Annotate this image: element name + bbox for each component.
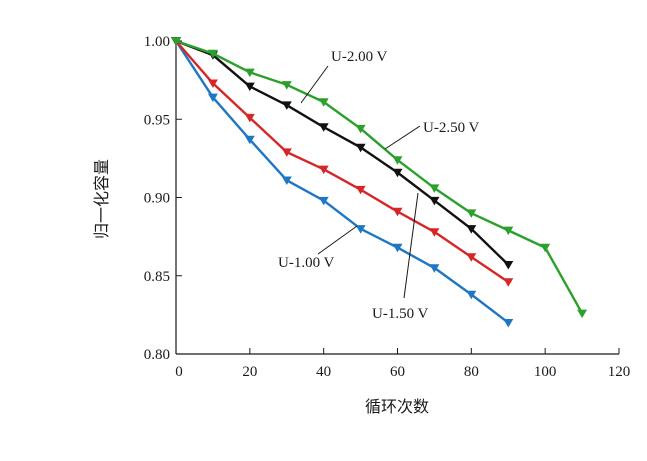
data-point-marker — [429, 184, 440, 193]
data-point-marker — [207, 79, 218, 88]
data-point-marker — [355, 143, 366, 153]
data-point-marker — [392, 207, 403, 217]
series-line — [175, 40, 509, 283]
series-u-1-00-v — [171, 37, 514, 328]
data-point-marker — [244, 113, 255, 123]
data-point-marker — [281, 101, 292, 110]
data-point-marker — [355, 225, 366, 234]
x-tick-label: 60 — [390, 364, 405, 380]
series-u-1-50-v — [171, 37, 514, 287]
series-label: U-2.00 V — [331, 49, 388, 65]
data-point-marker — [318, 98, 329, 107]
series-line — [175, 39, 584, 314]
y-tick-label: 0.90 — [144, 191, 170, 207]
axes: 0 20 40 60 80 100 120 0.80 0.85 0.90 0.95 1.00 — [144, 34, 631, 380]
data-point-marker — [503, 226, 514, 236]
series-label: U-2.50 V — [423, 120, 480, 136]
data-point-marker — [244, 135, 255, 145]
data-point-marker — [318, 123, 329, 132]
data-point-marker — [281, 148, 292, 157]
data-point-marker — [392, 156, 403, 165]
data-point-marker — [355, 124, 366, 134]
data-point-marker — [429, 196, 440, 206]
x-tick-label: 80 — [464, 364, 479, 380]
series-label-leader — [384, 125, 421, 150]
data-point-marker — [466, 290, 477, 300]
data-point-marker — [318, 196, 329, 206]
data-point-marker — [503, 319, 514, 328]
annotations: U-2.00 V U-2.50 V U-1.00 V U-1.50 V — [278, 49, 480, 322]
data-point-marker — [355, 185, 366, 195]
series-u-2-00-v — [171, 37, 514, 270]
series-line — [174, 40, 510, 324]
data-point-marker — [171, 37, 181, 46]
data-point-marker — [503, 278, 514, 287]
data-point-marker — [429, 264, 440, 273]
series-label-leader — [403, 192, 419, 299]
data-point-marker — [281, 176, 292, 185]
data-point-marker — [318, 165, 329, 175]
data-point-marker — [429, 228, 440, 237]
series-label: U-1.50 V — [372, 306, 429, 322]
data-point-marker — [577, 309, 588, 319]
y-tick-label: 0.85 — [144, 269, 170, 285]
x-tick-label: 0 — [175, 364, 183, 380]
series-line — [175, 39, 510, 266]
series-label-leader — [317, 225, 358, 255]
data-point-marker — [244, 82, 255, 92]
data-point-marker — [281, 81, 292, 90]
x-tick-label: 40 — [316, 364, 331, 380]
y-tick-label: 1.00 — [144, 34, 170, 50]
x-tick-label: 120 — [608, 364, 631, 380]
data-point-marker — [540, 243, 551, 253]
x-tick-label: 100 — [534, 364, 557, 380]
y-tick-label: 0.95 — [144, 112, 170, 128]
data-point-marker — [466, 225, 477, 234]
y-tick-label: 0.80 — [144, 347, 170, 363]
data-point-marker — [244, 68, 255, 78]
data-point-marker — [466, 253, 477, 262]
data-point-marker — [392, 168, 403, 178]
data-point-marker — [207, 49, 218, 59]
series-label-leader — [300, 65, 329, 104]
series-label: U-1.00 V — [278, 255, 335, 271]
data-point-marker — [503, 261, 514, 270]
x-axis-title: 循环次数 — [365, 397, 429, 416]
series-layer — [171, 37, 588, 328]
data-point-marker — [466, 209, 477, 218]
y-axis-title: 归一化容量 — [92, 159, 111, 239]
data-point-marker — [207, 93, 218, 103]
data-point-marker — [392, 243, 403, 253]
series-u-2-50-v — [171, 37, 588, 319]
x-tick-label: 20 — [242, 364, 257, 380]
